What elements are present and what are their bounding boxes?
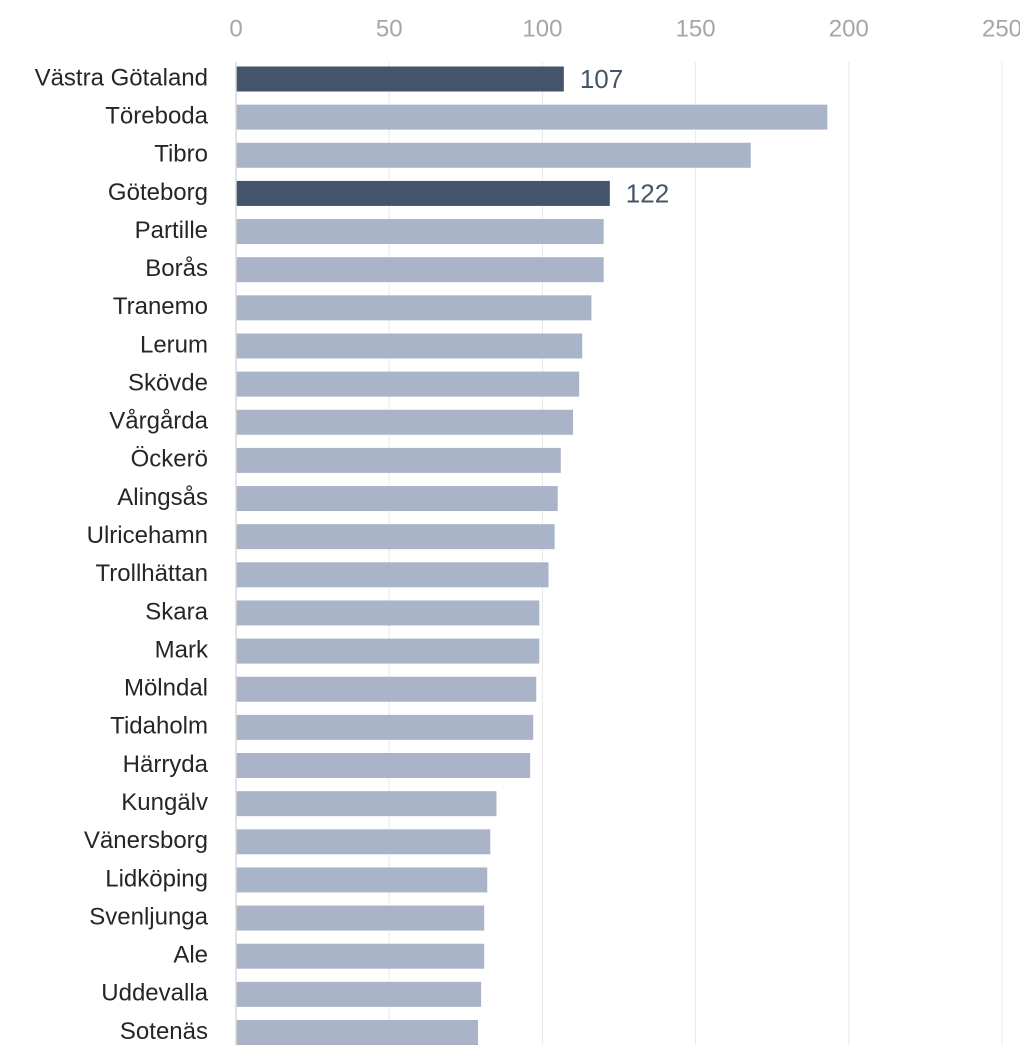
category-label: Borås xyxy=(145,255,208,282)
category-label: Tidaholm xyxy=(110,713,208,740)
bar xyxy=(236,943,485,969)
category-label: Öckerö xyxy=(131,446,208,473)
category-label: Tibro xyxy=(154,141,208,168)
category-label: Tranemo xyxy=(113,293,208,320)
bar xyxy=(236,333,583,359)
category-label: Trollhättan xyxy=(96,560,209,587)
x-tick-label: 100 xyxy=(522,15,562,42)
category-label: Vårgårda xyxy=(109,408,208,435)
labels: 0 50 100 150 200 250 Västra Götaland 107 Törebod… xyxy=(35,15,1020,1045)
x-tick-label: 150 xyxy=(676,15,716,42)
category-label: Härryda xyxy=(123,751,209,778)
bar xyxy=(236,257,604,283)
category-label: Töreboda xyxy=(105,102,208,129)
category-label: Sotenäs xyxy=(120,1018,208,1045)
category-label: Alingsås xyxy=(117,484,208,511)
x-tick-label: 50 xyxy=(376,15,403,42)
category-label: Vänersborg xyxy=(84,827,208,854)
x-tick-label: 250 xyxy=(982,15,1020,42)
bar xyxy=(236,1020,479,1045)
category-label: Mölndal xyxy=(124,675,208,702)
category-label: Göteborg xyxy=(108,179,208,206)
data-label: 107 xyxy=(580,64,623,94)
bar xyxy=(236,409,574,435)
category-label: Uddevalla xyxy=(101,980,208,1007)
bar xyxy=(236,753,531,779)
bar xyxy=(236,447,561,473)
category-label: Skara xyxy=(145,598,208,625)
bar xyxy=(236,829,491,855)
bar xyxy=(236,638,540,664)
category-label: Lidköping xyxy=(105,865,208,892)
category-label: Kungälv xyxy=(121,789,208,816)
bars xyxy=(236,66,828,1045)
category-label: Svenljunga xyxy=(89,903,208,930)
category-label: Mark xyxy=(155,636,209,663)
gridlines xyxy=(388,62,1003,1045)
category-label: Lerum xyxy=(140,331,208,358)
bar xyxy=(236,180,610,206)
data-label: 122 xyxy=(626,178,669,208)
x-tick-label: 0 xyxy=(229,15,242,42)
category-label: Partille xyxy=(135,217,208,244)
bar xyxy=(236,600,540,626)
category-label: Ulricehamn xyxy=(87,522,208,549)
bar xyxy=(236,791,497,817)
bar xyxy=(236,371,580,397)
bar xyxy=(236,295,592,321)
bar xyxy=(236,981,482,1007)
bar xyxy=(236,905,485,931)
bar xyxy=(236,142,751,168)
bar xyxy=(236,867,488,893)
category-label: Ale xyxy=(173,942,208,969)
bar xyxy=(236,562,549,588)
bar xyxy=(236,486,558,512)
bar xyxy=(236,524,555,550)
category-label: Västra Götaland xyxy=(35,64,208,91)
bar xyxy=(236,676,537,702)
bar xyxy=(236,219,604,245)
category-label: Skövde xyxy=(128,369,208,396)
bar xyxy=(236,104,828,130)
bar xyxy=(236,714,534,740)
bar xyxy=(236,66,564,92)
x-tick-label: 200 xyxy=(829,15,869,42)
